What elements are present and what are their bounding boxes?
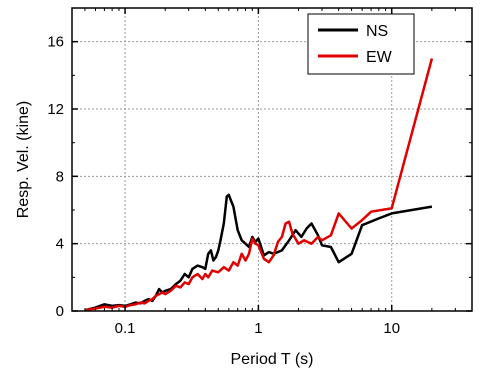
x-axis-label: Period T (s) [231,351,314,368]
y-tick-label: 16 [47,34,64,51]
x-tick-label: 1 [254,320,262,337]
series-line-ew [84,58,434,312]
x-tick-label: 0.1 [115,320,136,337]
y-tick-label: 4 [56,236,64,253]
series-line-ns [84,193,433,312]
y-tick-label: 12 [47,101,64,118]
legend-box [307,13,415,75]
y-axis-label: Resp. Vel. (kine) [15,101,32,218]
y-tick-label: 8 [56,168,64,185]
plot-frame [71,7,473,312]
x-tick-label: 10 [383,320,400,337]
y-tick-label: 0 [56,303,64,320]
tick-labels: 0 4 8 12 16 0.1 1 10 [47,34,400,337]
legend: NS EW [307,13,415,75]
legend-label-ns: NS [366,23,388,40]
series-layer [84,58,434,312]
legend-label-ew: EW [366,49,393,66]
axis-ticks [72,8,472,312]
